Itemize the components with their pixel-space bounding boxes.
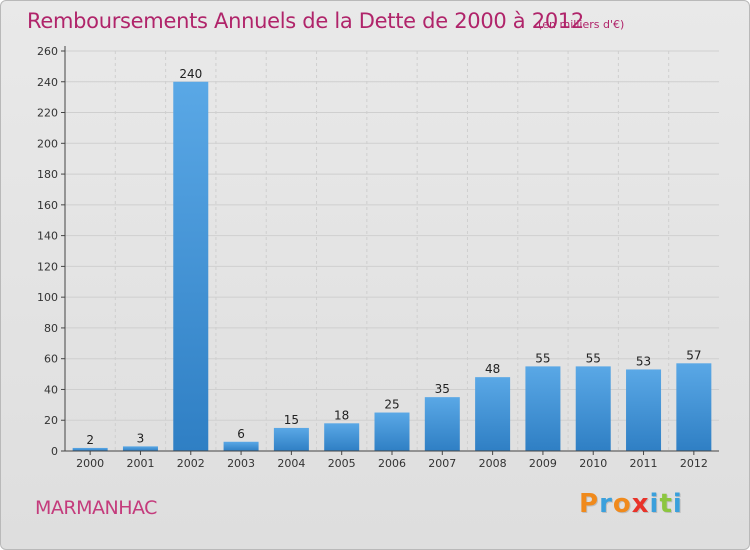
data-label: 53 xyxy=(636,354,651,368)
bar xyxy=(223,441,259,451)
x-tick-label: 2010 xyxy=(579,457,607,470)
bar xyxy=(424,397,460,451)
bar xyxy=(676,363,712,451)
bar xyxy=(72,447,108,451)
x-tick-label: 2005 xyxy=(328,457,356,470)
y-tick-label: 20 xyxy=(44,414,58,427)
grid-lines xyxy=(65,50,719,451)
bars xyxy=(72,81,712,452)
y-tick-label: 40 xyxy=(44,383,58,396)
y-tick-label: 200 xyxy=(37,137,58,150)
y-tick-label: 260 xyxy=(37,45,58,58)
bar xyxy=(475,377,511,451)
y-tick-label: 220 xyxy=(37,107,58,120)
data-label: 25 xyxy=(384,398,399,412)
data-label: 2 xyxy=(86,433,94,447)
axes xyxy=(61,46,719,455)
bar xyxy=(173,81,209,452)
x-tick-label: 2001 xyxy=(126,457,154,470)
unit-label: (en milliers d'€) xyxy=(538,18,625,31)
x-tick-label: 2006 xyxy=(378,457,406,470)
bar xyxy=(575,366,611,451)
x-tick-label: 2007 xyxy=(428,457,456,470)
data-label: 48 xyxy=(485,362,500,376)
x-tick-label: 2008 xyxy=(479,457,507,470)
x-tick-label: 2002 xyxy=(177,457,205,470)
data-label: 240 xyxy=(179,67,202,81)
data-label: 55 xyxy=(586,351,601,365)
chart-title: Remboursements Annuels de la Dette de 20… xyxy=(27,9,584,33)
data-label: 15 xyxy=(284,413,299,427)
labels: 0 20 40 60 80 100 120 140 160 180 200 220 240 260 2 200… xyxy=(37,45,708,470)
bar xyxy=(273,427,309,451)
data-label: 57 xyxy=(686,348,701,362)
y-tick-label: 140 xyxy=(37,230,58,243)
bar xyxy=(374,412,410,451)
x-tick-label: 2011 xyxy=(630,457,658,470)
x-tick-label: 2004 xyxy=(277,457,305,470)
proxiti-logo: Proxiti xyxy=(579,489,683,519)
x-tick-label: 2009 xyxy=(529,457,557,470)
x-tick-label: 2003 xyxy=(227,457,255,470)
data-label: 18 xyxy=(334,408,349,422)
y-tick-label: 160 xyxy=(37,199,58,212)
y-tick-label: 120 xyxy=(37,260,58,273)
x-tick-label: 2012 xyxy=(680,457,708,470)
y-tick-label: 0 xyxy=(51,445,58,458)
data-label: 3 xyxy=(137,431,145,445)
data-label: 55 xyxy=(535,351,550,365)
bar xyxy=(122,446,158,451)
y-tick-label: 180 xyxy=(37,168,58,181)
x-tick-label: 2000 xyxy=(76,457,104,470)
bar xyxy=(626,369,662,451)
data-label: 35 xyxy=(435,382,450,396)
logo-letter: t xyxy=(659,489,673,519)
logo-letter: r xyxy=(599,489,613,519)
logo-letter: i xyxy=(649,489,660,519)
bar xyxy=(324,423,360,451)
logo-letter: x xyxy=(631,489,650,519)
y-tick-label: 60 xyxy=(44,353,58,366)
y-tick-label: 80 xyxy=(44,322,58,335)
commune-name: MARMANHAC xyxy=(35,497,157,519)
data-label: 6 xyxy=(237,427,245,441)
logo-letter: P xyxy=(579,489,600,519)
logo-letter: i xyxy=(672,489,683,519)
y-tick-label: 240 xyxy=(37,76,58,89)
logo-letter: o xyxy=(612,489,632,519)
bar xyxy=(525,366,561,451)
y-tick-label: 100 xyxy=(37,291,58,304)
